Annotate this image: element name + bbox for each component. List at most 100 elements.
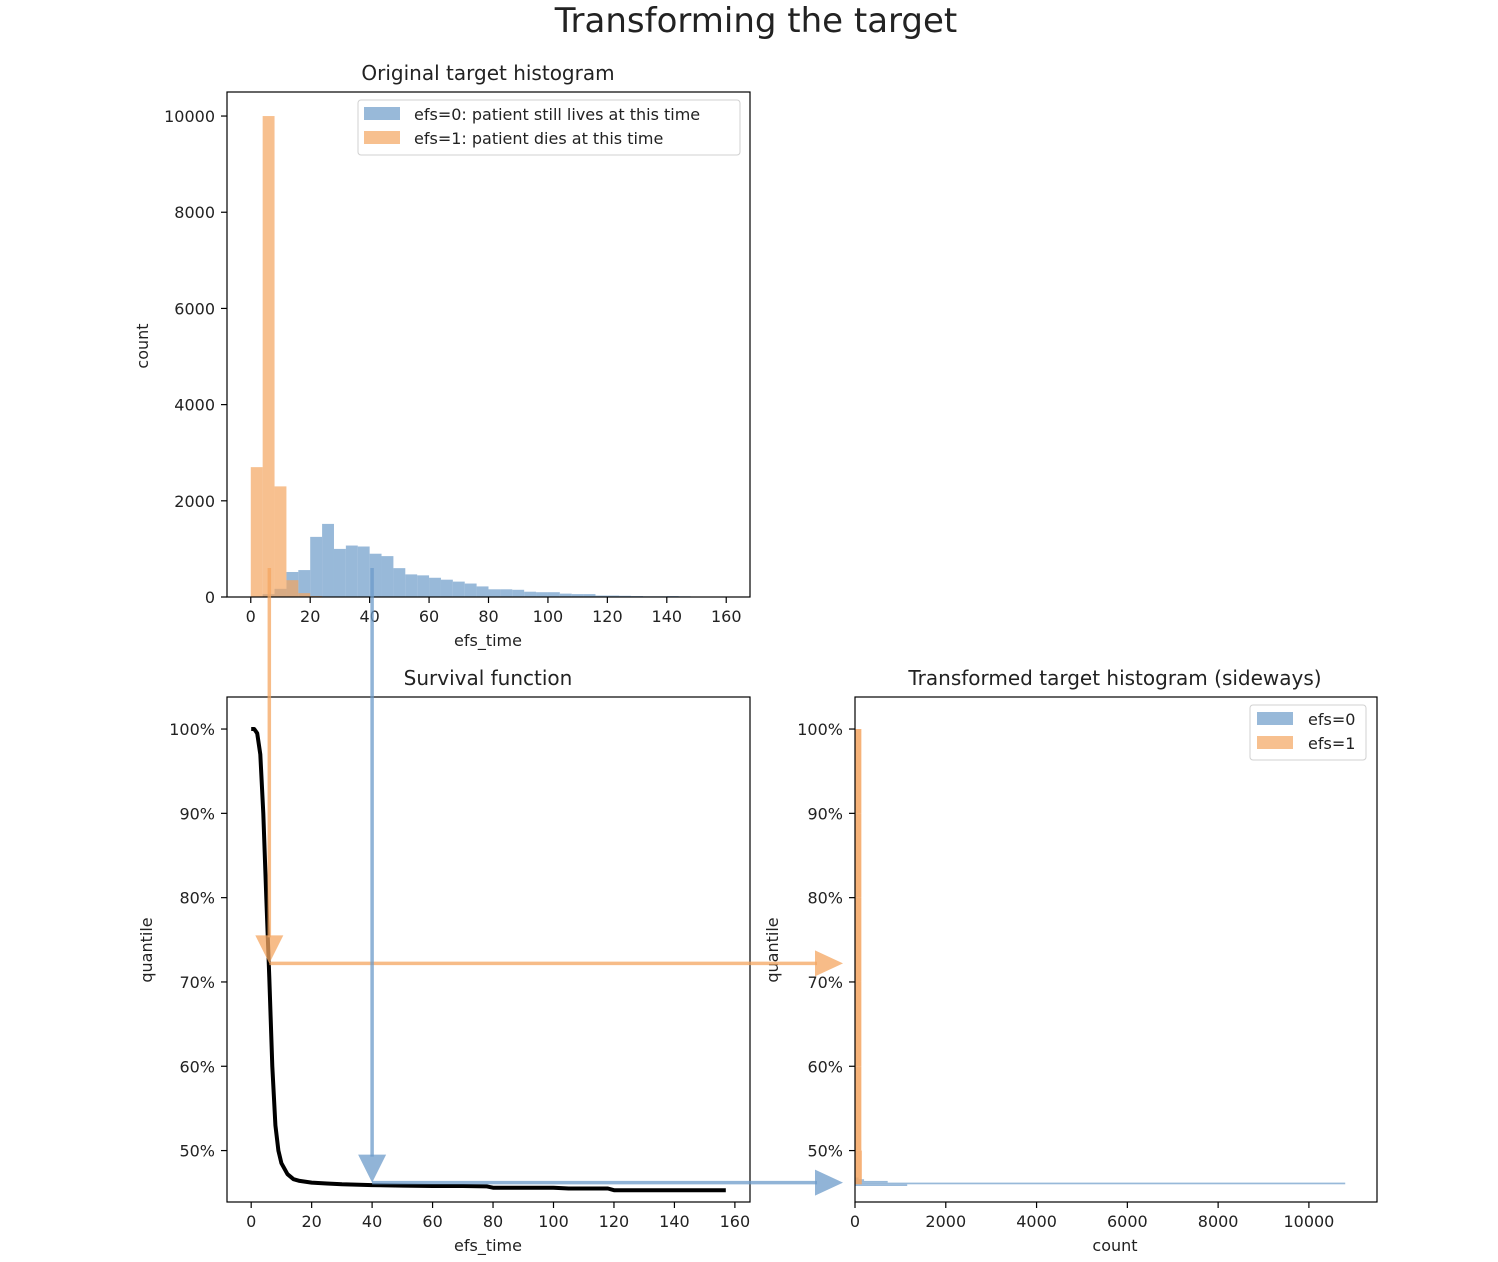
original-histogram-x-tick-label: 140	[652, 607, 683, 626]
original-histogram-bars	[250, 116, 703, 598]
efs0-histogram-bar	[607, 595, 620, 597]
efs1-histogram-bar	[274, 486, 287, 597]
survival-curve	[251, 727, 726, 1193]
original-histogram-frame	[226, 91, 751, 598]
efs0-histogram-bar	[322, 523, 334, 597]
efs0-arrow-right-arrowhead	[815, 1169, 843, 1196]
efs0-transformed-bar	[855, 1184, 908, 1186]
efs0-histogram-bar	[524, 591, 537, 597]
survival-x-tick-label: 60	[422, 1212, 442, 1231]
original-histogram-x-tick-label: 60	[419, 607, 439, 626]
survival-x-tick-label: 120	[599, 1212, 630, 1231]
efs1-transformed-bar	[855, 813, 862, 898]
transformed-histogram-xticks: 0 2000 4000 6000 8000 10000	[850, 1202, 1334, 1231]
survival-x-tick-label: 40	[362, 1212, 382, 1231]
transformed-y-tick-label: 100%	[797, 720, 843, 739]
original-histogram-xlabel: efs_time	[454, 631, 522, 651]
efs0-histogram-bar	[476, 586, 489, 597]
efs1-arrow-right-arrowhead	[815, 950, 843, 977]
original-histogram-y-tick-label: 10000	[164, 107, 215, 126]
original-histogram-legend: efs=0: patient still lives at this time …	[357, 99, 741, 156]
legend-label-efs0: efs=0: patient still lives at this time	[414, 105, 700, 124]
efs0-histogram-bar	[417, 575, 430, 597]
original-histogram-y-tick-label: 0	[205, 588, 215, 607]
efs0-histogram-bar	[571, 594, 584, 597]
efs0-histogram-bar	[583, 594, 596, 597]
survival-function-xticks: 0 20 40 60 80 100 120 140 160	[246, 1202, 750, 1231]
original-histogram-x-tick-label: 40	[359, 607, 379, 626]
transformed-histogram-legend: efs=0 efs=1	[1249, 704, 1367, 761]
transformed-y-tick-label: 80%	[807, 889, 843, 908]
original-histogram-x-tick-label: 80	[478, 607, 498, 626]
efs0-histogram-bar	[595, 595, 608, 597]
survival-y-tick-label: 90%	[179, 804, 215, 823]
original-histogram-x-tick-label: 100	[533, 607, 564, 626]
figure-title: Transforming the target	[554, 1, 958, 41]
legend-label-efs1: efs=1: patient dies at this time	[414, 129, 663, 148]
survival-function-frame	[226, 696, 751, 1203]
efs0-histogram-bar	[357, 546, 370, 597]
original-histogram-y-tick-label: 6000	[174, 299, 215, 318]
efs1-histogram-bar	[286, 580, 299, 597]
survival-y-tick-label: 60%	[179, 1057, 215, 1076]
original-histogram-x-tick-label: 0	[246, 607, 256, 626]
efs0-histogram-bar	[381, 556, 394, 597]
transformed-x-tick-label: 10000	[1283, 1212, 1334, 1231]
transformed-histogram-ylabel: quantile	[763, 917, 782, 982]
efs0-histogram-bar	[405, 574, 418, 597]
efs1-transformed-bar	[855, 981, 862, 1067]
survival-function-panel: Survival function 0 20 40 60 80 100 120 140 160 …	[137, 666, 751, 1256]
legend-label-efs1: efs=1	[1308, 734, 1355, 753]
survival-y-tick-label: 100%	[169, 720, 215, 739]
efs1-transformed-bar	[855, 1066, 862, 1151]
legend-label-efs0: efs=0	[1308, 710, 1355, 729]
transformed-x-tick-label: 0	[850, 1212, 860, 1231]
original-histogram-title: Original target histogram	[361, 61, 614, 85]
survival-x-tick-label: 100	[538, 1212, 569, 1231]
survival-y-tick-label: 50%	[179, 1142, 215, 1161]
efs0-transformed-bar	[855, 1180, 888, 1183]
original-histogram-y-tick-label: 4000	[174, 396, 215, 415]
original-histogram-yticks: 0 2000 4000 6000 8000 10000	[164, 107, 227, 607]
survival-x-tick-label: 160	[720, 1212, 751, 1231]
legend-swatch-efs1	[1257, 736, 1293, 749]
efs0-histogram-bar	[464, 583, 477, 597]
efs1-transformed-bar	[855, 1150, 862, 1185]
transformed-y-tick-label: 90%	[807, 804, 843, 823]
legend-swatch-efs0	[364, 107, 400, 120]
efs0-histogram-bar	[488, 589, 501, 597]
transformed-histogram-panel: Transformed target histogram (sideways) …	[763, 666, 1378, 1255]
efs0-histogram-bar	[512, 589, 525, 597]
original-histogram-xticks: 0 20 40 60 80 100 120 140 160	[246, 597, 742, 626]
efs0-histogram-bar	[452, 581, 465, 597]
efs0-histogram-bar	[619, 595, 632, 597]
transformed-y-tick-label: 70%	[807, 973, 843, 992]
efs1-transformed-bar	[855, 897, 862, 982]
efs0-histogram-bar	[298, 570, 311, 597]
transformed-histogram-xlabel: count	[1092, 1236, 1137, 1255]
survival-function-xlabel: efs_time	[454, 1236, 522, 1256]
efs0-arrow-down-arrowhead	[358, 1154, 387, 1183]
efs0-histogram-bar	[547, 592, 560, 597]
survival-y-tick-label: 80%	[179, 889, 215, 908]
legend-swatch-efs0	[1257, 712, 1293, 725]
transformed-x-tick-label: 8000	[1198, 1212, 1239, 1231]
efs0-histogram-bar	[536, 592, 548, 597]
efs0-histogram-bar	[333, 548, 346, 597]
transformed-x-tick-label: 6000	[1107, 1212, 1148, 1231]
survival-function-yticks: 50% 60% 70% 80% 90% 100%	[169, 720, 227, 1161]
efs1-histogram-bar	[298, 593, 311, 597]
transformed-y-tick-label: 50%	[807, 1142, 843, 1161]
efs0-histogram-bar	[310, 536, 323, 597]
original-histogram-y-tick-label: 2000	[174, 492, 215, 511]
transformed-x-tick-label: 2000	[925, 1212, 966, 1231]
efs0-histogram-bar	[440, 579, 453, 597]
survival-function-title: Survival function	[404, 666, 573, 690]
original-histogram-y-tick-label: 8000	[174, 203, 215, 222]
original-histogram-panel: Original target histogram 0 20 40 60 80 100 12…	[133, 61, 751, 651]
transformed-histogram-frame	[854, 696, 1378, 1203]
efs1-transformed-bar	[855, 729, 862, 814]
original-histogram-ylabel: count	[133, 323, 152, 368]
survival-x-tick-label: 140	[659, 1212, 690, 1231]
survival-x-tick-label: 80	[483, 1212, 503, 1231]
